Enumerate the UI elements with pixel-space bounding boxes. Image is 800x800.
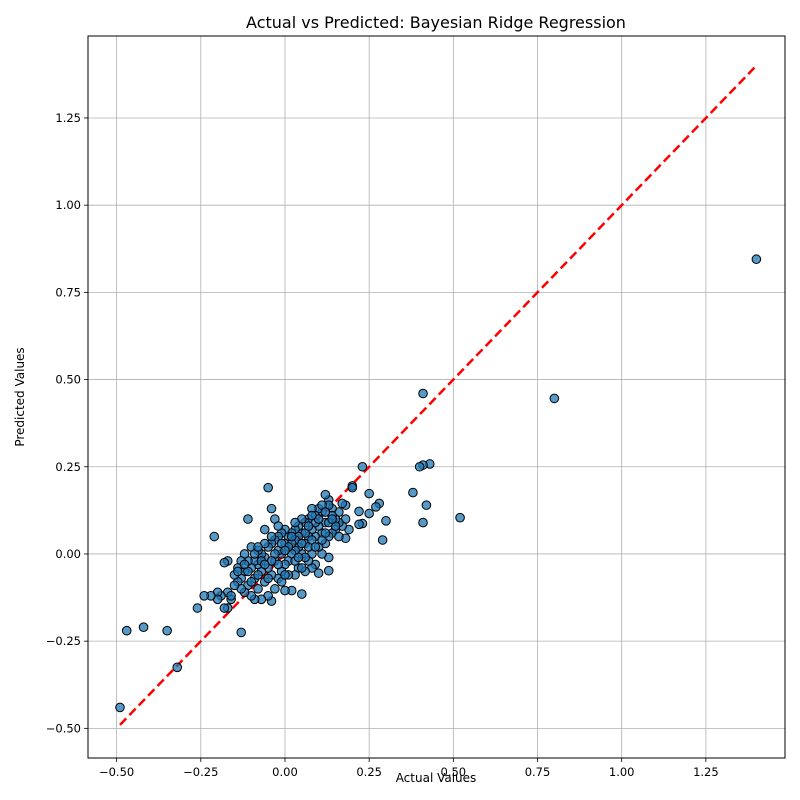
data-point <box>297 538 307 549</box>
data-point <box>347 482 358 493</box>
y-tick-label: 1.25 <box>55 111 81 125</box>
data-point <box>236 627 247 638</box>
data-point <box>273 521 284 531</box>
data-point <box>297 563 307 573</box>
y-tick-label: 0.50 <box>55 373 81 387</box>
data-point <box>162 625 172 636</box>
x-tick-label: 0.50 <box>441 765 467 779</box>
data-point <box>455 512 465 523</box>
data-point <box>320 507 331 517</box>
data-point <box>320 489 331 500</box>
x-tick-label: 0.00 <box>272 765 298 779</box>
data-point <box>253 584 263 594</box>
data-point <box>233 566 243 577</box>
data-point <box>280 585 290 596</box>
data-point <box>121 625 132 636</box>
data-point <box>290 517 300 528</box>
y-tick-label: 0.25 <box>55 460 81 474</box>
data-point <box>219 557 230 568</box>
data-point <box>310 542 321 552</box>
y-tick-label: 1.00 <box>55 198 81 212</box>
data-point <box>371 502 381 512</box>
x-tick-label: 1.00 <box>609 765 635 779</box>
x-tick-label: −0.25 <box>183 765 218 779</box>
data-point <box>408 487 418 498</box>
data-point <box>751 254 762 265</box>
x-axis-ticks: −0.50 −0.25 0.00 0.25 0.50 0.75 1.00 1.25 <box>99 758 719 779</box>
grid <box>88 36 785 758</box>
data-point <box>199 591 209 601</box>
data-point <box>381 516 391 526</box>
data-point <box>549 393 560 404</box>
data-point <box>243 514 253 524</box>
data-point <box>303 521 314 531</box>
x-tick-label: 1.25 <box>693 765 719 779</box>
plot-area-frame <box>87 35 786 759</box>
data-point <box>418 388 428 399</box>
x-axis-label: Actual Values <box>396 771 477 785</box>
data-point <box>364 508 374 519</box>
data-point <box>377 535 388 545</box>
data-point <box>266 531 277 542</box>
data-point <box>307 510 317 521</box>
data-point <box>253 542 263 552</box>
data-point <box>297 589 307 599</box>
data-point <box>286 531 297 542</box>
data-point <box>226 591 236 601</box>
data-point <box>320 528 331 538</box>
y-tick-label: 0.00 <box>55 547 81 561</box>
data-point <box>293 552 304 563</box>
data-point <box>192 603 203 613</box>
data-point <box>313 568 324 578</box>
data-point <box>263 482 273 493</box>
data-point <box>354 519 364 530</box>
x-tick-label: 0.25 <box>356 765 382 779</box>
data-point <box>266 503 277 514</box>
data-point <box>280 570 290 580</box>
data-point <box>138 622 149 633</box>
data-point <box>337 498 348 509</box>
data-point <box>334 531 344 542</box>
y-tick-label: −0.50 <box>46 721 81 735</box>
y-axis-label: Predicted Values <box>13 347 27 446</box>
data-point <box>280 545 290 556</box>
data-point <box>239 559 250 570</box>
y-tick-label: 0.75 <box>55 285 81 299</box>
y-axis-ticks: −0.50 −0.25 0.00 0.25 0.50 0.75 1.00 1.25 <box>46 111 88 735</box>
data-point <box>259 559 270 570</box>
data-point <box>354 506 364 517</box>
data-point <box>323 565 334 576</box>
data-point <box>270 584 280 594</box>
data-point <box>253 570 263 580</box>
x-tick-label: 0.75 <box>525 765 551 779</box>
data-point <box>418 517 428 528</box>
reference-line <box>119 64 758 726</box>
data-point <box>172 662 183 673</box>
data-point <box>357 461 368 472</box>
data-point <box>327 514 337 524</box>
data-point <box>229 580 240 591</box>
data-point <box>364 488 374 499</box>
data-points <box>115 254 762 713</box>
data-point <box>246 577 257 587</box>
data-point <box>115 702 125 713</box>
x-tick-label: −0.50 <box>99 765 134 779</box>
data-point <box>259 524 270 535</box>
data-point <box>414 461 425 472</box>
y-tick-label: −0.25 <box>46 634 81 648</box>
data-point <box>421 500 432 510</box>
data-point <box>209 531 220 542</box>
chart-title: Actual vs Predicted: Bayesian Ridge Regr… <box>246 13 626 32</box>
data-point <box>263 573 273 584</box>
data-point <box>219 603 230 613</box>
reference-line-layer <box>119 64 758 726</box>
